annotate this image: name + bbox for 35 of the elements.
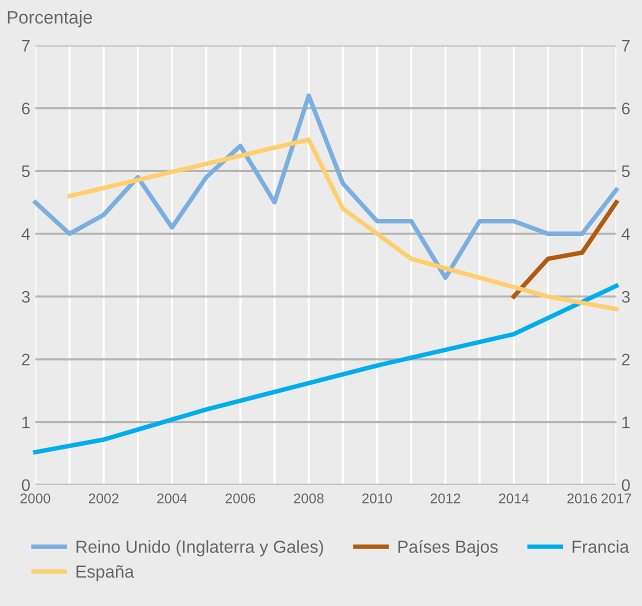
y2-tick-label: 5 [622,166,630,178]
line-series [33,284,619,454]
x-tick-label: 2002 [88,494,118,504]
x-tick-label: 2014 [499,494,529,504]
y-tick-label: 3 [22,290,30,303]
x-tick-label: 2016 [567,494,597,504]
line-series [33,93,619,280]
legend-label: España [76,565,134,582]
y2-tick-label: 6 [622,102,630,114]
y-tick-label: 4 [22,228,30,240]
y2-tick-label: 2 [622,354,630,366]
y-tick-label: 2 [22,354,30,366]
x-tick-label: 2017 [602,494,632,504]
y-axis-title: Porcentaje [8,10,92,28]
x-tick-label: 2010 [362,494,392,504]
y2-tick-label: 3 [622,290,630,303]
y2-tick-label: 0 [622,479,630,492]
legend-label: Francia [572,540,630,553]
y2-tick-label: 7 [622,40,630,52]
x-tick-label: 2012 [430,494,460,504]
x-tick-label: 2004 [157,494,188,504]
y-tick-label: 6 [22,102,30,114]
x-tick-label: 2008 [294,494,324,504]
line-series [67,137,619,312]
y-tick-label: 0 [22,479,30,492]
legend-label: Reino Unido (Inglaterra y Gales) [76,540,324,556]
y-tick-label: 1 [22,416,30,428]
y-tick-label: 7 [22,40,30,52]
x-tick-label: 2006 [226,494,256,504]
line-series [512,200,619,299]
legend-label: Países Bajos [398,540,498,556]
x-tick-label: 2000 [20,494,50,504]
y-tick-label: 5 [22,166,30,178]
y2-tick-label: 4 [622,228,630,240]
y2-tick-label: 1 [622,416,630,428]
